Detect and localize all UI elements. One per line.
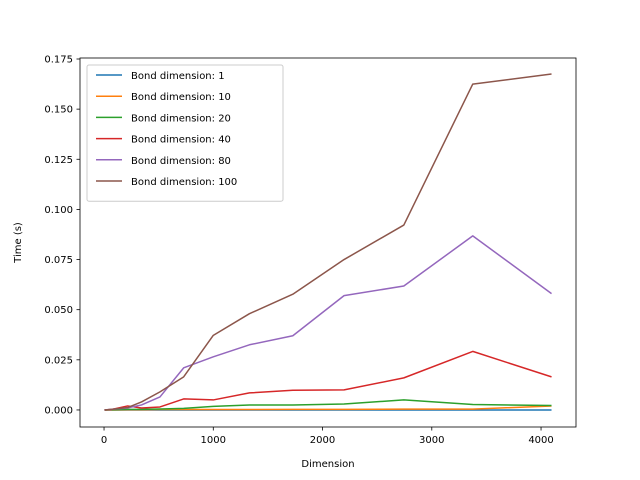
x-tick-label: 0	[101, 435, 107, 446]
y-tick-label: 0.000	[44, 405, 73, 416]
y-axis-label: Time (s)	[13, 222, 24, 264]
legend-label: Bond dimension: 1	[131, 71, 225, 82]
legend-label: Bond dimension: 10	[131, 92, 231, 103]
x-axis-label: Dimension	[301, 459, 354, 470]
y-tick-label: 0.100	[44, 205, 73, 216]
series-line-4	[104, 350, 552, 411]
y-axis-ticks: 0.000 0.025 0.050 0.075 0.100 0.125 0.150 0.175	[44, 55, 80, 416]
y-tick-label: 0.025	[44, 355, 73, 366]
legend-frame	[86, 64, 284, 202]
y-tick-label: 0.175	[44, 55, 73, 66]
y-tick-label: 0.150	[44, 105, 73, 116]
legend-label: Bond dimension: 40	[131, 135, 231, 146]
legend-label: Bond dimension: 20	[131, 113, 231, 124]
x-tick-label: 4000	[528, 435, 553, 446]
legend: Bond dimension: 1 Bond dimension: 10 Bond …	[86, 64, 284, 202]
x-tick-label: 3000	[419, 435, 444, 446]
axes-frame	[79, 57, 577, 428]
y-tick-label: 0.125	[44, 155, 73, 166]
x-tick-label: 2000	[310, 435, 335, 446]
series-line-3	[104, 399, 552, 411]
y-tick-label: 0.075	[44, 255, 73, 266]
series-line-6	[104, 73, 552, 411]
x-axis-ticks: 0 1000 2000 3000 4000	[101, 427, 554, 446]
y-tick-label: 0.050	[44, 305, 73, 316]
x-tick-label: 1000	[201, 435, 226, 446]
legend-label: Bond dimension: 80	[131, 156, 231, 167]
plot-area	[104, 73, 552, 411]
legend-label: Bond dimension: 100	[131, 177, 237, 188]
